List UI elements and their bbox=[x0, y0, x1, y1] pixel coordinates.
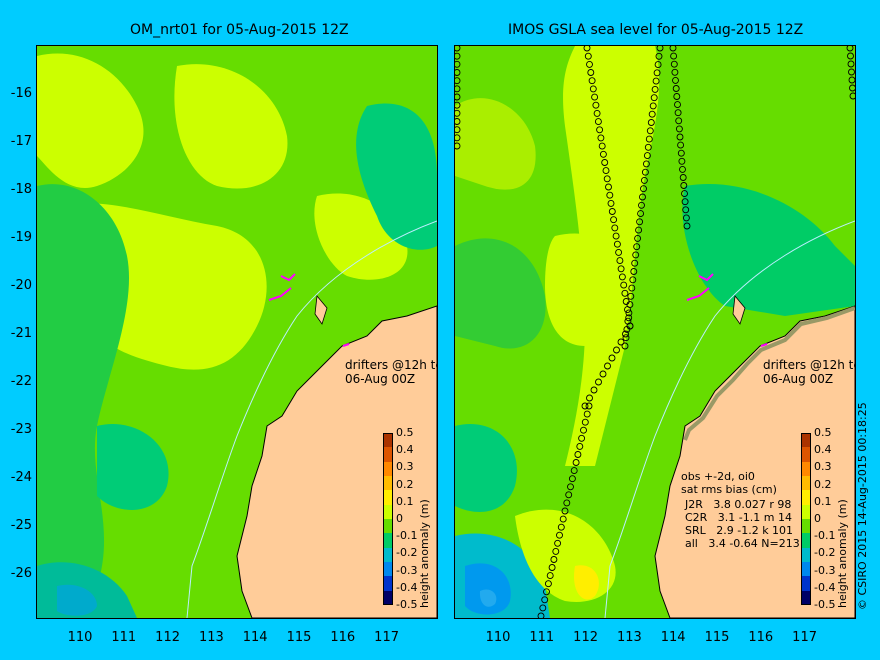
y-tick-label: -18 bbox=[10, 182, 32, 197]
colorbar-tick-label: -0.4 bbox=[396, 580, 418, 594]
colorbar-swatch bbox=[383, 504, 393, 519]
colorbar-tick-label: -0.3 bbox=[814, 563, 836, 577]
colorbar-tick-label: -0.3 bbox=[396, 563, 418, 577]
colorbar-tick-label: -0.2 bbox=[396, 546, 418, 560]
colorbar-swatch bbox=[801, 504, 811, 519]
stats-row: SRL 2.9 -1.2 k 101 bbox=[685, 524, 794, 537]
colorbar-tick-label: 0.5 bbox=[814, 426, 832, 439]
x-tick-label: 113 bbox=[616, 630, 642, 645]
colorbar-swatch bbox=[801, 433, 811, 448]
colorbar-tick-label: 0 bbox=[814, 512, 821, 525]
stats-table: J2R 3.8 0.027 r 98 C2R 3.1 -1.1 m 14 SRL 2… bbox=[685, 498, 800, 550]
colorbar-tick-label: -0.5 bbox=[396, 598, 418, 611]
left-colorbar-label: height anomaly (m) bbox=[418, 499, 431, 608]
colorbar-swatch bbox=[383, 476, 393, 491]
colorbar-swatch bbox=[383, 490, 393, 505]
right-map-panel: drifters @12h to 06-Aug 00Z obs +-2d, oi… bbox=[454, 45, 856, 619]
colorbar-swatch bbox=[801, 447, 811, 462]
y-tick-label: -25 bbox=[10, 518, 32, 533]
stats-header: obs +-2d, oi0 sat rms bias (cm) bbox=[681, 470, 777, 496]
right-drifters-note: drifters @12h to 06-Aug 00Z bbox=[763, 358, 855, 386]
y-tick-label: -16 bbox=[10, 86, 32, 101]
colorbar-swatch bbox=[383, 533, 393, 548]
colorbar-swatch bbox=[801, 519, 811, 534]
x-tick-label: 112 bbox=[155, 630, 180, 645]
y-tick-label: -17 bbox=[10, 134, 32, 149]
colorbar-tick-label: -0.1 bbox=[396, 529, 418, 543]
colorbar-swatch bbox=[801, 490, 811, 505]
y-tick-label: -24 bbox=[10, 470, 32, 485]
stats-row: C2R 3.1 -1.1 m 14 bbox=[685, 511, 792, 524]
right-panel-title: IMOS GSLA sea level for 05-Aug-2015 12Z bbox=[508, 22, 804, 38]
colorbar-tick-label: 0.2 bbox=[396, 477, 414, 491]
stats-row: all 3.4 -0.64 N=213 bbox=[685, 537, 800, 550]
x-tick-label: 116 bbox=[330, 630, 356, 645]
colorbar-swatch bbox=[801, 461, 811, 476]
left-panel-title: OM_nrt01 for 05-Aug-2015 12Z bbox=[130, 22, 349, 38]
colorbar-swatch bbox=[383, 461, 393, 476]
colorbar-tick-label: 0.1 bbox=[814, 494, 832, 508]
colorbar-swatch bbox=[383, 576, 393, 591]
colorbar-swatch bbox=[801, 576, 811, 591]
colorbar-swatch bbox=[801, 562, 811, 577]
y-tick-label: -23 bbox=[10, 422, 32, 437]
x-tick-label: 110 bbox=[485, 630, 511, 645]
right-drifter-tracks bbox=[686, 273, 768, 347]
colorbar-tick-label: 0.2 bbox=[814, 477, 832, 491]
colorbar-swatch bbox=[383, 433, 393, 448]
left-map-svg bbox=[37, 46, 437, 618]
x-tick-label: 115 bbox=[286, 630, 312, 645]
y-tick-label: -19 bbox=[10, 230, 32, 245]
stats-row: J2R 3.8 0.027 r 98 bbox=[685, 498, 792, 511]
colorbar-swatch bbox=[383, 590, 393, 605]
colorbar-swatch bbox=[801, 533, 811, 548]
colorbar-tick-label: 0 bbox=[396, 512, 403, 525]
x-tick-label: 110 bbox=[67, 630, 93, 645]
y-tick-label: -20 bbox=[10, 278, 32, 293]
left-drifter-tracks bbox=[268, 273, 350, 347]
colorbar-tick-label: -0.1 bbox=[814, 529, 836, 543]
right-map-svg bbox=[455, 46, 855, 618]
x-tick-label: 114 bbox=[242, 630, 268, 645]
colorbar-swatch bbox=[383, 519, 393, 534]
x-tick-label: 111 bbox=[529, 630, 555, 645]
colorbar-tick-label: 0.1 bbox=[396, 494, 414, 508]
colorbar-tick-label: 0.5 bbox=[396, 426, 414, 439]
y-tick-label: -26 bbox=[10, 566, 32, 581]
x-tick-label: 115 bbox=[704, 630, 730, 645]
copyright-credit: © CSIRO 2015 14-Aug-2015 00:18:25 bbox=[856, 402, 869, 610]
colorbar-tick-label: 0.4 bbox=[396, 443, 414, 457]
colorbar-swatch bbox=[801, 547, 811, 562]
colorbar-swatch bbox=[383, 562, 393, 577]
x-tick-label: 117 bbox=[374, 630, 399, 645]
colorbar-swatch bbox=[801, 590, 811, 605]
colorbar-tick-label: -0.4 bbox=[814, 580, 836, 594]
colorbar-border bbox=[801, 433, 811, 605]
left-map-panel: drifters @12h to 06-Aug 00Z bbox=[36, 45, 438, 619]
x-tick-label: 117 bbox=[792, 630, 817, 645]
y-tick-label: -21 bbox=[10, 326, 32, 341]
left-drifters-note: drifters @12h to 06-Aug 00Z bbox=[345, 358, 437, 386]
x-tick-label: 111 bbox=[111, 630, 137, 645]
colorbar-tick-label: 0.3 bbox=[814, 460, 832, 474]
x-tick-label: 112 bbox=[573, 630, 598, 645]
x-tick-label: 114 bbox=[660, 630, 686, 645]
colorbar-border bbox=[383, 433, 393, 605]
x-tick-label: 113 bbox=[198, 630, 224, 645]
y-tick-label: -22 bbox=[10, 374, 32, 389]
x-tick-label: 116 bbox=[748, 630, 774, 645]
satellite-track-markers bbox=[455, 46, 855, 618]
colorbar-tick-label: 0.4 bbox=[814, 443, 832, 457]
colorbar-swatch bbox=[383, 447, 393, 462]
colorbar-swatch bbox=[801, 476, 811, 491]
colorbar-tick-label: -0.5 bbox=[814, 598, 836, 611]
colorbar-tick-label: -0.2 bbox=[814, 546, 836, 560]
right-colorbar-label: height anomaly (m) bbox=[836, 499, 849, 608]
colorbar-tick-label: 0.3 bbox=[396, 460, 414, 474]
colorbar-swatch bbox=[383, 547, 393, 562]
